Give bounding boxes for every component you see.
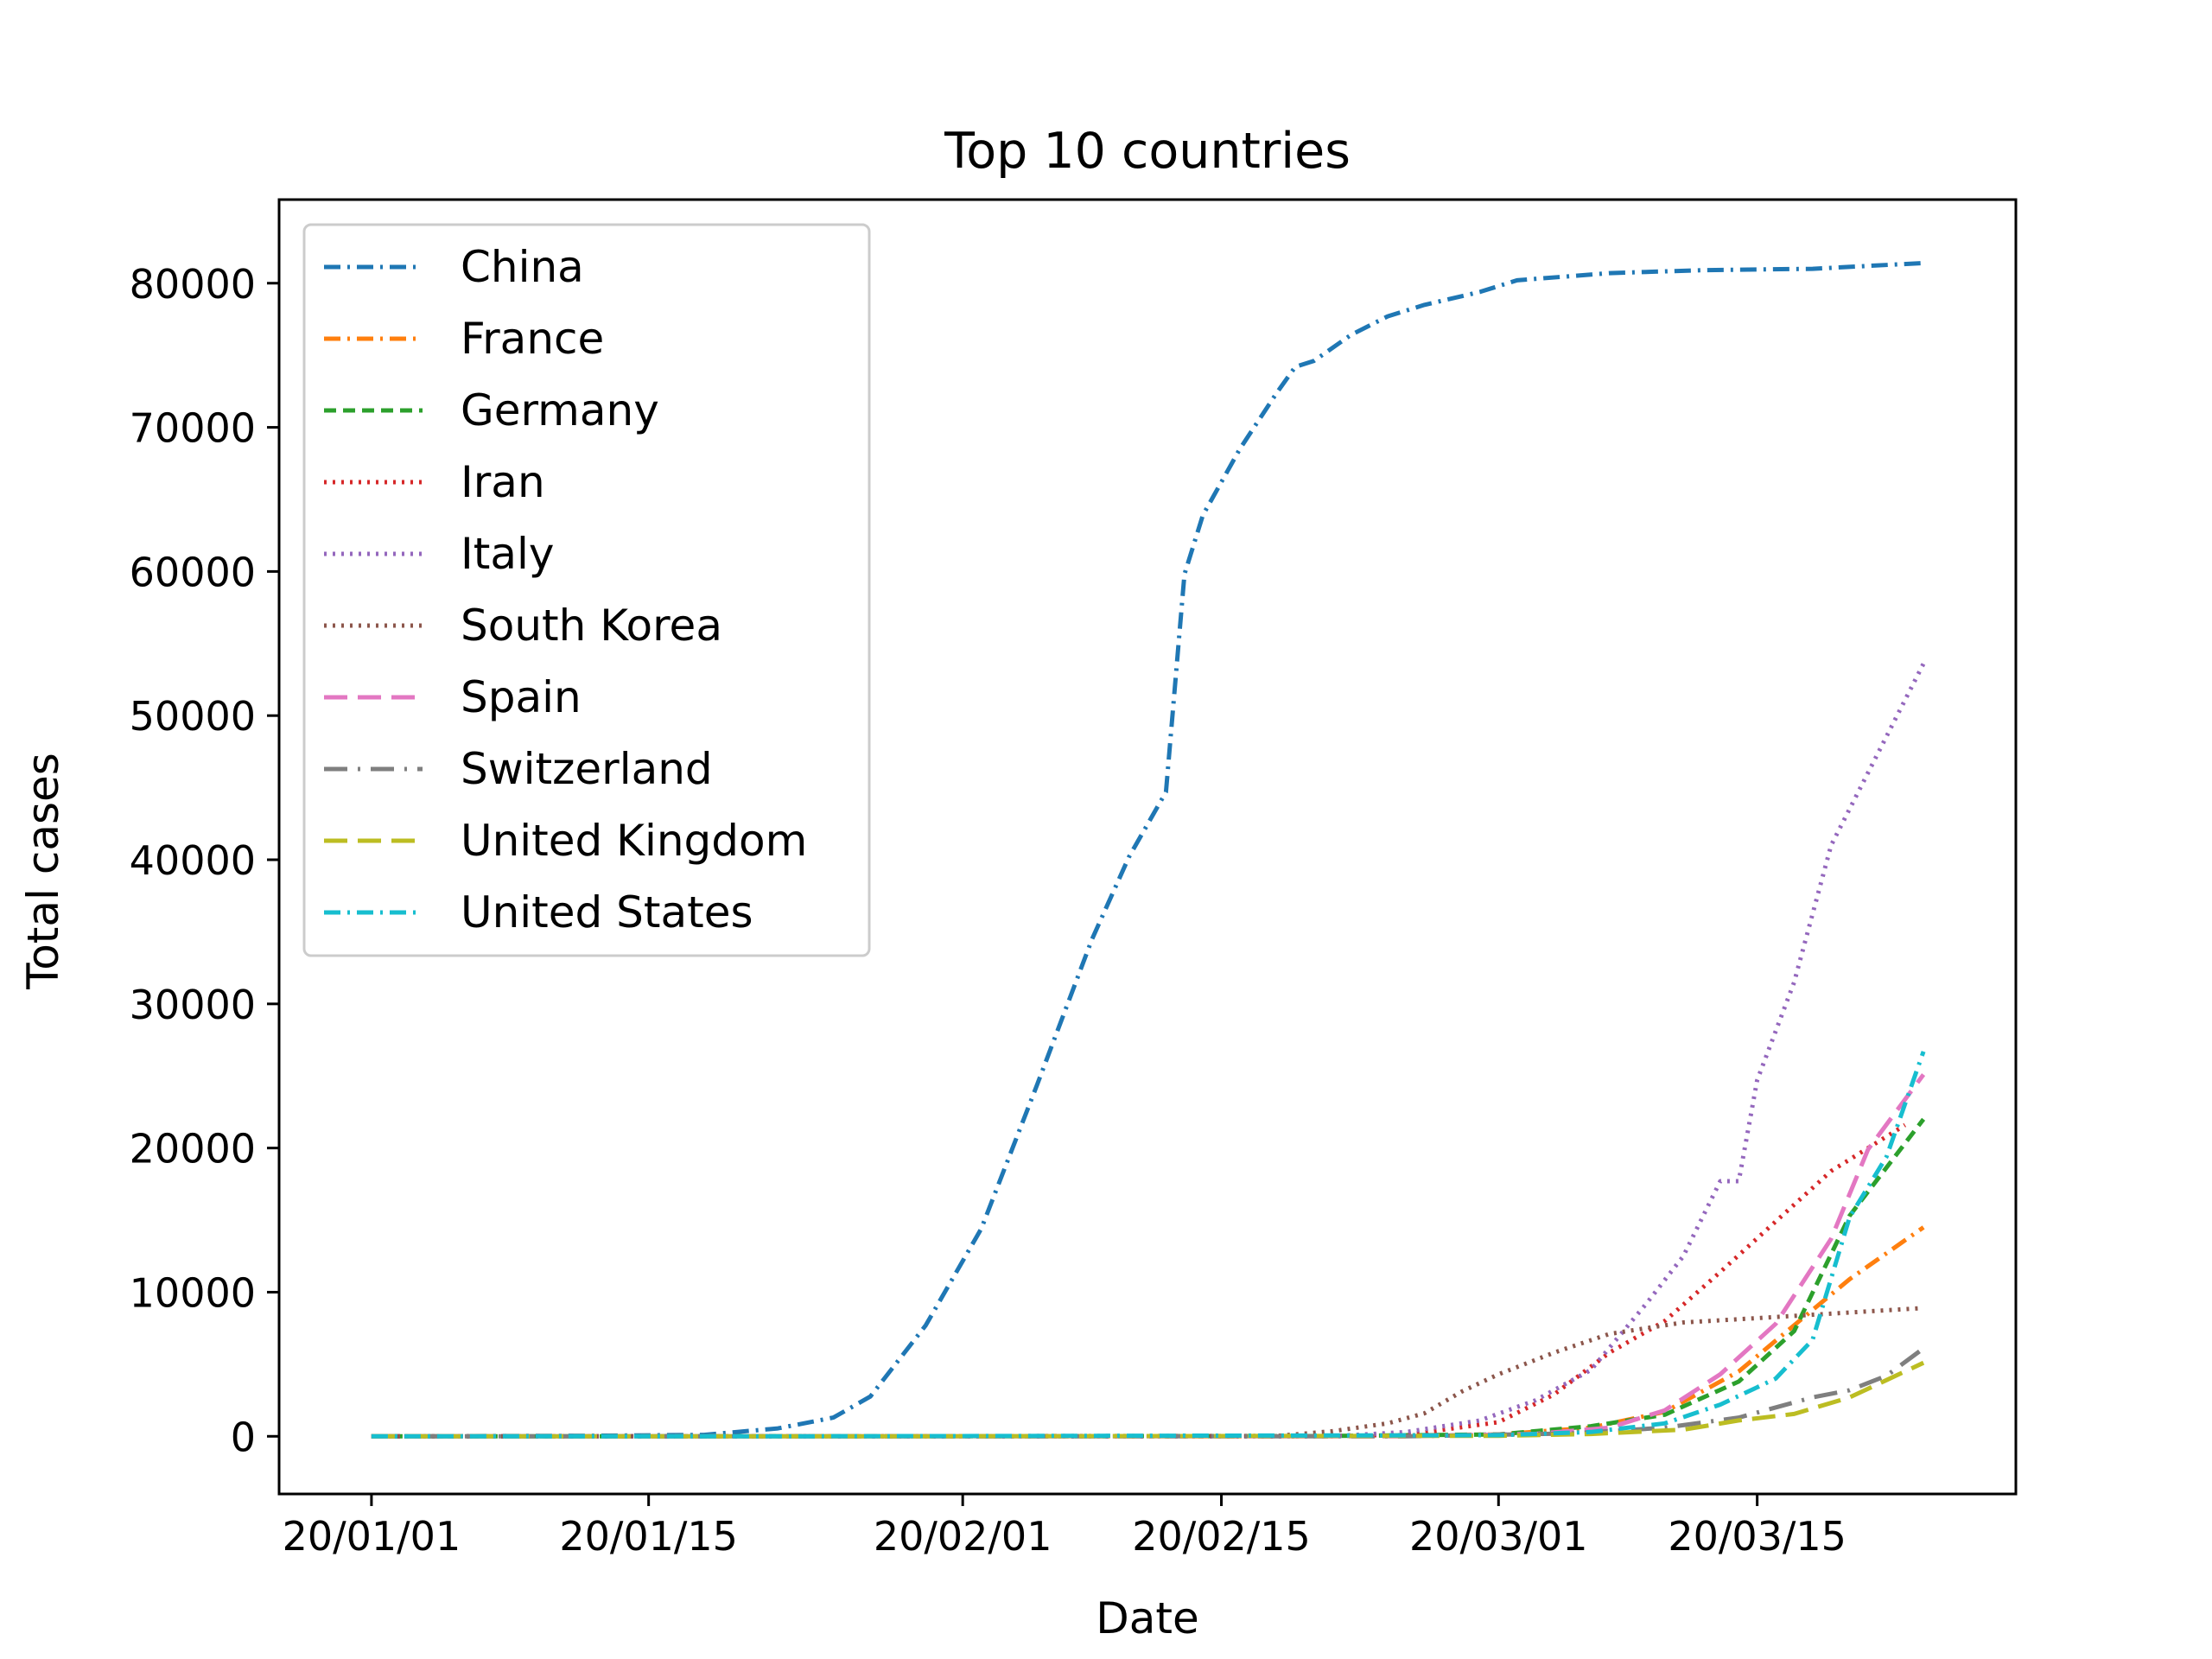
x-axis-label: Date <box>1096 1593 1199 1643</box>
series-lines <box>371 260 1926 1439</box>
series-line-germany <box>371 1117 1926 1439</box>
series-line-south-korea <box>371 1306 1924 1439</box>
x-tick-label: 20/03/15 <box>1668 1513 1847 1560</box>
y-axis-ticks: 0 10000 20000 30000 40000 50000 60000 70000 8000… <box>130 261 279 1460</box>
x-tick-label: 20/01/15 <box>559 1513 738 1560</box>
y-tick-label: 30000 <box>130 982 256 1028</box>
legend-label-italy: Italy <box>461 529 554 579</box>
series-line-iran <box>371 1122 1907 1439</box>
legend-label-france: France <box>461 314 604 364</box>
legend: China France Germany Iran Italy South Korea Sp… <box>302 223 871 957</box>
y-tick-label: 0 <box>231 1414 256 1460</box>
legend-label-china: China <box>461 242 584 292</box>
y-tick-label: 10000 <box>130 1269 256 1316</box>
x-tick-label: 20/03/01 <box>1409 1513 1588 1560</box>
series-line-united-kingdom <box>371 1360 1925 1439</box>
legend-label-germany: Germany <box>461 385 659 435</box>
y-tick-label: 20000 <box>130 1126 256 1173</box>
x-tick-label: 20/02/01 <box>874 1513 1052 1560</box>
legend-label-switzerland: Switzerland <box>461 744 713 794</box>
x-tick-label: 20/02/15 <box>1132 1513 1311 1560</box>
y-tick-label: 50000 <box>130 693 256 740</box>
y-tick-label: 40000 <box>130 837 256 884</box>
legend-box <box>302 223 871 957</box>
legend-label-united-kingdom: United Kingdom <box>461 816 807 866</box>
legend-label-iran: Iran <box>461 457 545 507</box>
legend-label-spain: Spain <box>461 672 582 722</box>
legend-label-united-states: United States <box>461 887 753 938</box>
plot-frame <box>277 198 2018 1496</box>
chart-title: Top 10 countries <box>944 123 1351 180</box>
y-tick-label: 80000 <box>130 261 256 308</box>
legend-label-south-korea: South Korea <box>461 601 722 651</box>
series-line-united-states <box>371 1051 1926 1439</box>
x-axis-ticks: 20/01/01 20/01/15 20/02/01 20/02/15 20/03/01… <box>283 1494 1847 1560</box>
x-tick-label: 20/01/01 <box>283 1513 461 1560</box>
series-line-italy <box>371 662 1926 1439</box>
y-tick-label: 70000 <box>130 405 256 452</box>
y-tick-label: 60000 <box>130 549 256 595</box>
y-axis-label: Total cases <box>18 753 68 990</box>
